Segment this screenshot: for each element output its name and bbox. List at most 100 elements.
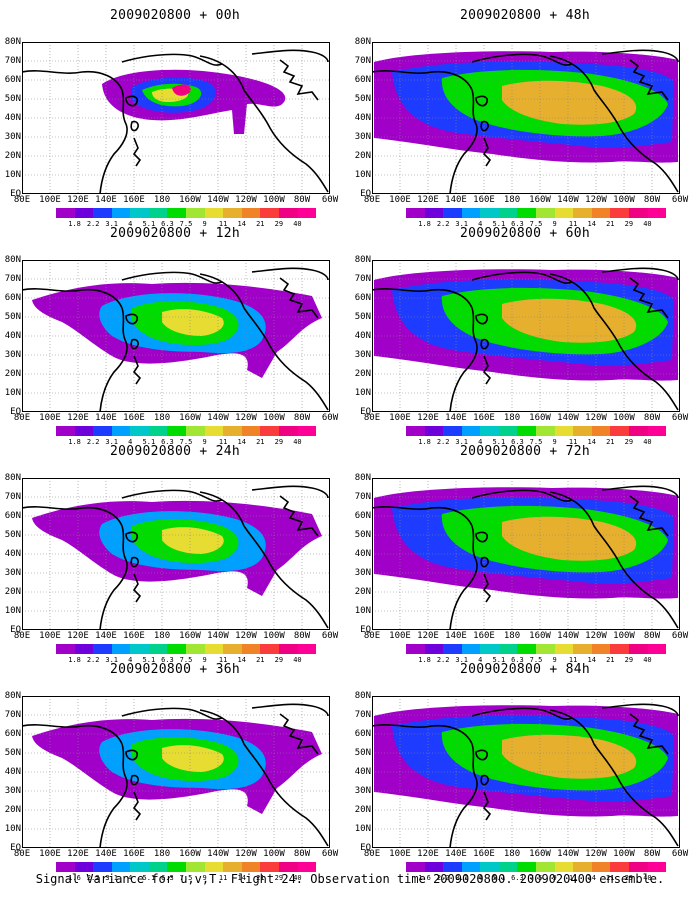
lon-tick-label: 160W [529, 195, 551, 205]
coastline [132, 355, 142, 385]
lon-tick-label: 120E [67, 195, 89, 205]
colorbar-swatch [223, 208, 242, 218]
colorbar-swatch [223, 862, 242, 872]
lon-tick-label: 80E [13, 631, 31, 641]
lon-tick-label: 120W [585, 631, 607, 641]
coastline [629, 59, 669, 101]
colorbar-label: 29 [274, 874, 284, 882]
colorbar-label: 7.5 [179, 438, 193, 446]
coastline [482, 791, 492, 821]
lat-tick-label: 20N [4, 369, 21, 379]
colorbar-label: 1.8 [418, 656, 431, 664]
figure-caption: Signal Variance for u,v,T. Flight 24. Ob… [35, 872, 665, 886]
colorbar-swatch [536, 208, 555, 218]
colorbar-swatch [443, 208, 462, 218]
colorbar-label: 5.1 [492, 438, 506, 446]
lon-tick-label: 140E [445, 413, 467, 423]
colorbar-label: 29 [624, 220, 634, 228]
lon-tick-label: 140E [95, 849, 117, 859]
lat-tick-label: 70N [4, 274, 21, 284]
colorbar-label: 7.5 [179, 220, 193, 228]
coastline [22, 288, 128, 412]
coastline [251, 267, 329, 281]
coastline [629, 713, 669, 755]
colorbar-label: 3.1 [455, 438, 469, 446]
lon-tick-label: 140E [445, 631, 467, 641]
colorbar-swatch [241, 644, 261, 654]
lon-tick-label: 160E [123, 413, 145, 423]
coastline [482, 573, 492, 603]
lat-tick-label: 30N [354, 786, 371, 796]
lat-tick-label: EQ [360, 843, 371, 853]
colorbar-swatch [406, 862, 425, 872]
lat-tick-label: 70N [354, 710, 371, 720]
colorbar-swatch [443, 426, 462, 436]
colorbar-swatch [461, 208, 481, 218]
lon-tick-label: 120E [67, 631, 89, 641]
lat-tick-label: 60N [354, 729, 371, 739]
colorbar-label: 3.1 [105, 656, 119, 664]
lon-tick-label: 80W [293, 849, 311, 859]
lon-tick-label: 100E [389, 631, 411, 641]
coastline [601, 485, 679, 499]
lon-tick-label: 160W [529, 849, 551, 859]
coastline [121, 489, 223, 502]
lon-tick-label: 140W [207, 849, 229, 859]
map-panel: 2009020800 + 24h 80N 70N 60N 50N 40N 30N 20N 10N… [0, 436, 350, 664]
colorbar-swatch [480, 426, 499, 436]
coastline [132, 137, 142, 167]
colorbar-swatch [204, 644, 224, 654]
lat-tick-label: 50N [4, 94, 21, 104]
colorbar-label: 40 [293, 656, 302, 664]
colorbar-label: 1.8 [68, 656, 81, 664]
colorbar-label: 4 [478, 656, 483, 664]
lat-tick-label: 10N [4, 824, 21, 834]
lat-tick-label: 20N [4, 587, 21, 597]
lon-tick-label: 140W [207, 195, 229, 205]
colorbar-swatch [130, 208, 149, 218]
lat-tick-label: EQ [360, 625, 371, 635]
colorbar-swatch [591, 644, 611, 654]
coastline [480, 556, 489, 568]
colorbar-label: 5.1 [142, 874, 156, 882]
lat-tick-label: 20N [354, 369, 371, 379]
colorbar-swatch [186, 862, 205, 872]
lon-tick-label: 120E [417, 631, 439, 641]
coastline [471, 271, 573, 284]
coastline [480, 774, 489, 786]
coastline [279, 277, 319, 319]
lon-tick-label: 160W [179, 631, 201, 641]
coastline [279, 495, 319, 537]
coastline [121, 53, 223, 66]
panel-title: 2009020800 + 60h [459, 226, 591, 241]
lat-tick-label: 30N [354, 132, 371, 142]
colorbar-swatch [297, 862, 317, 872]
colorbar-swatch [130, 426, 149, 436]
colorbar-swatch [517, 208, 537, 218]
lon-tick-label: 100W [613, 849, 635, 859]
colorbar-label: 5.1 [142, 656, 156, 664]
variance-map [22, 478, 330, 630]
colorbar-label: 14 [587, 656, 596, 664]
colorbar-label: 3.1 [105, 220, 119, 228]
lat-tick-label: 40N [354, 549, 371, 559]
colorbar-label: 6.3 [161, 220, 174, 228]
colorbar-label: 7.5 [529, 220, 543, 228]
colorbar-label: 4 [478, 438, 483, 446]
lon-tick-label: 140W [557, 631, 579, 641]
colorbar-label: 40 [643, 438, 652, 446]
map-frame [22, 42, 330, 194]
colorbar-swatch [647, 644, 667, 654]
lat-tick-label: 20N [354, 151, 371, 161]
lon-tick-label: 120E [417, 195, 439, 205]
colorbar-label: 4 [128, 656, 133, 664]
coastline [132, 791, 142, 821]
colorbar-label: 5.1 [142, 220, 156, 228]
colorbar-label: 9 [202, 874, 207, 882]
coastline [279, 59, 319, 101]
variance-contour [172, 84, 191, 96]
colorbar-label: 9 [552, 220, 557, 228]
colorbar-label: 9 [552, 874, 557, 882]
colorbar-swatch [186, 644, 205, 654]
variance-map [372, 478, 680, 630]
